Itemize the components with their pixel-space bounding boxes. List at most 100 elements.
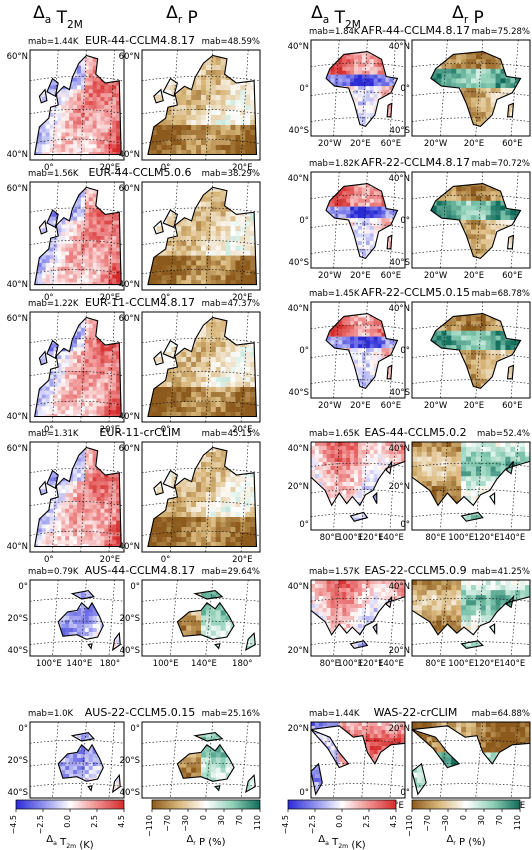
map-frame (310, 721, 406, 799)
lat-tick-label: 40°N (389, 304, 410, 314)
lat-tick-label: 0° (130, 582, 140, 592)
column-headers: Δa T2M Δr P Δa T2M Δr P (33, 3, 484, 31)
lat-tick-label: 20°S (120, 756, 140, 766)
colorbar-tick-label: −30 (181, 815, 190, 832)
lat-tick-label: 20°S (120, 614, 140, 624)
map-frame (310, 301, 406, 399)
coastline (311, 580, 405, 636)
colorbar-tick-label: 110 (253, 815, 262, 830)
colorbar-tick-label: −4.5 (9, 815, 18, 834)
panel-EUR-11-CCLM4.8.17: mab=1.22K mab=47.37% EUR-11-CCLM4.8.17 60°N… (7, 296, 261, 435)
panel-AUS-44-CCLM4.8.17: mab=0.79K mab=29.64% AUS-44-CCLM4.8.17 0° 0°… (8, 564, 261, 669)
coastline (372, 491, 378, 504)
coastline (176, 743, 235, 782)
lon-tick-label: 20°E (464, 401, 484, 411)
coastline (386, 102, 393, 118)
coastline (325, 182, 399, 260)
lon-tick-label: 80°E (425, 659, 445, 669)
colorbar-tick-label: 0.0 (63, 815, 72, 828)
lon-tick-label: 140°E (378, 659, 404, 669)
precip-mab-label: mab=70.72% (472, 159, 530, 169)
lon-tick-label: 140°E (499, 533, 525, 543)
lat-tick-label: 40°N (7, 280, 28, 290)
coastline (386, 234, 393, 250)
lat-tick-label: 40°S (390, 258, 410, 268)
lat-tick-label: 0° (18, 724, 28, 734)
coastline (430, 50, 522, 128)
lat-tick-label: 40°N (288, 174, 309, 184)
lon-tick-label: 100°E (36, 659, 62, 669)
colorbar-tick-label: 2.5 (362, 815, 371, 828)
panel-title: EUR-44-CCLM4.8.17 (85, 34, 195, 47)
colorbar-precip: −110 −70 −30 0 30 70 110 Δr P (%) (405, 799, 522, 848)
coastline (34, 54, 122, 156)
coastline (162, 209, 179, 229)
coastline (46, 339, 59, 360)
lat-tick-label: 40°N (7, 150, 28, 160)
map-frame (411, 171, 531, 269)
lat-tick-label: 0° (18, 582, 28, 592)
lat-tick-label: 60°N (119, 184, 140, 194)
colorbars: −4.5 −2.5 0.0 2.5 4.5 Δa T2m (K) −110 −70 −30 0 30… (9, 799, 522, 850)
lat-tick-label: 40°N (288, 42, 309, 52)
lat-tick-label: 60°N (7, 314, 28, 324)
colorbar-temp: −4.5 −2.5 0.0 2.5 4.5 Δa T2m (K) (281, 799, 398, 850)
lat-tick-label: 60°N (7, 184, 28, 194)
lat-tick-label: 40°N (119, 280, 140, 290)
coastline (489, 623, 496, 635)
lon-tick-label: 100°E (337, 659, 363, 669)
graticule (412, 302, 530, 398)
lat-tick-label: 40°N (288, 582, 309, 592)
lon-tick-label: 100°E (448, 533, 474, 543)
lat-tick-label: 60°N (119, 52, 140, 62)
lat-tick-label: 40°N (288, 444, 309, 454)
lon-tick-label: 140°E (191, 659, 217, 669)
coastline (311, 729, 350, 769)
graticule (30, 50, 124, 160)
map-frame (141, 579, 261, 657)
panel-EUR-11-crCLIM: mab=1.31K mab=45.13% EUR-11-crCLIM 60°N 60°N… (7, 426, 261, 565)
graticule (30, 580, 124, 656)
coastline (38, 219, 48, 235)
lon-tick-label: 0° (44, 293, 54, 303)
lat-tick-label: 20°N (389, 724, 410, 734)
lat-tick-label: 40°N (119, 150, 140, 160)
precip-mab-label: mab=47.37% (202, 299, 260, 309)
map-frame (411, 721, 531, 799)
coastline (57, 743, 104, 782)
coastline (46, 469, 59, 490)
coastline (153, 219, 164, 235)
graticule (142, 182, 260, 290)
panel-title: EUR-11-crCLIM (99, 426, 180, 439)
coastline (34, 446, 122, 548)
lat-tick-label: 40°N (7, 412, 28, 422)
coastline (412, 580, 530, 636)
panel-EAS-44-CCLM5.0.2: mab=1.65K mab=52.4% EAS-44-CCLM5.0.2 40°N 40… (288, 426, 531, 543)
colorbar-tick-label: −2.5 (308, 815, 317, 834)
lon-tick-label: 20°E (232, 555, 252, 565)
colorbar-gradient (151, 799, 261, 810)
colorbar-gradient (411, 799, 521, 810)
lon-tick-label: 120°E (358, 659, 384, 669)
colorbar-temp: −4.5 −2.5 0.0 2.5 4.5 Δa T2m (K) (9, 799, 126, 850)
panel-AFR-44-CCLM4.8.17: mab=1.84K mab=75.28%AFR-44-CCLM4.8.17 40°N… (288, 24, 531, 149)
coastline (153, 88, 164, 104)
graticule (412, 722, 530, 798)
lat-tick-label: 40°S (120, 788, 140, 798)
coastline (245, 773, 256, 794)
precip-mab-label: mab=48.59% (202, 37, 260, 47)
lon-tick-label: 0° (161, 555, 171, 565)
map-frame (411, 301, 531, 399)
coastline (311, 442, 405, 507)
coastline (162, 469, 179, 489)
panel-title: AUS-22-CCLM5.0.15 (85, 706, 195, 719)
coastline (111, 773, 121, 794)
coastline (34, 316, 122, 418)
map-frame (29, 579, 125, 657)
lon-tick-label: 20°E (232, 163, 252, 173)
coastline (505, 594, 515, 609)
lat-tick-label: 40°S (120, 646, 140, 656)
map-frame (29, 49, 125, 161)
lon-tick-label: 0° (161, 163, 171, 173)
